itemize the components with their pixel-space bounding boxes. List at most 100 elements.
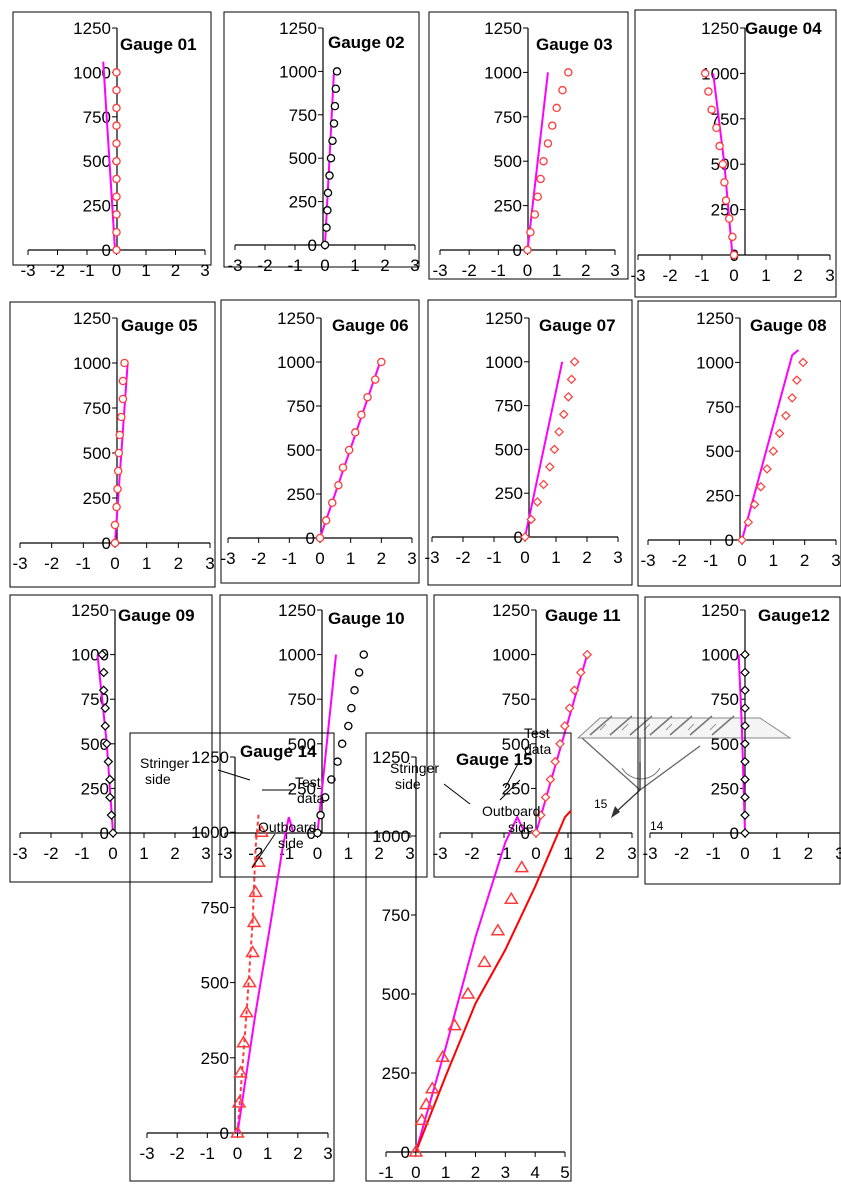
y-tick-label: 1000 [696, 353, 734, 372]
x-tick-label: 2 [595, 844, 604, 863]
data-point [105, 792, 115, 803]
data-point [313, 828, 322, 838]
y-tick-label: 750 [83, 399, 111, 418]
x-tick-label: 2 [804, 844, 813, 863]
data-point [112, 68, 121, 77]
annotation-label: side [278, 835, 304, 851]
y-tick-label: 500 [81, 735, 109, 754]
data-point [550, 756, 561, 767]
data-point [774, 428, 785, 439]
y-tick-label: 1000 [191, 823, 229, 842]
x-tick-label: 3 [200, 261, 209, 280]
x-tick-label: -2 [43, 844, 58, 863]
data-point [377, 357, 386, 367]
x-tick-label: 2 [293, 1144, 302, 1163]
x-tick-label: 2 [471, 1163, 480, 1182]
annotation-label: Stringer [390, 760, 439, 776]
data-point [743, 517, 754, 528]
data-point [582, 649, 593, 660]
data-point [113, 466, 123, 476]
data-point [110, 520, 120, 530]
data-point [737, 535, 747, 545]
data-point [558, 409, 569, 420]
sketch-arc [621, 767, 661, 780]
data-point [100, 703, 111, 713]
data-point [344, 721, 353, 731]
data-point [327, 775, 336, 784]
x-tick-label: -2 [251, 549, 266, 568]
x-tick-label: 1 [141, 261, 150, 280]
data-point [233, 1065, 248, 1078]
data-point [315, 533, 325, 543]
data-point [791, 375, 802, 386]
y-tick-label: 750 [495, 397, 523, 416]
data-point [540, 792, 551, 803]
x-tick-label: 0 [531, 844, 540, 863]
data-point [531, 828, 541, 838]
y-tick-label: 250 [711, 201, 739, 220]
x-tick-label: 2 [581, 261, 590, 280]
data-point [704, 87, 713, 96]
x-tick-label: 1 [139, 844, 148, 863]
x-tick-label: -2 [672, 551, 687, 570]
x-tick-label: 1 [263, 1144, 272, 1163]
x-tick-label: -2 [674, 844, 689, 863]
data-point [347, 703, 356, 713]
data-point [101, 738, 112, 749]
data-point [103, 756, 114, 767]
y-tick-label: 500 [287, 441, 315, 460]
x-tick-label: 2 [171, 261, 180, 280]
data-point [100, 721, 111, 731]
x-tick-label: -2 [170, 1144, 185, 1163]
x-tick-label: -1 [200, 1144, 215, 1163]
data-point [337, 739, 347, 749]
y-tick-label: 1250 [73, 19, 111, 38]
series-line [741, 349, 800, 541]
y-tick-label: 0 [514, 528, 523, 547]
data-point [552, 103, 561, 113]
x-tick-label: -3 [12, 844, 27, 863]
data-point [351, 428, 360, 437]
data-point [718, 159, 728, 169]
x-tick-label: -2 [464, 844, 479, 863]
data-point [326, 153, 336, 163]
y-tick-label: 1000 [485, 353, 523, 372]
sketch-member [581, 737, 701, 791]
x-tick-label: -3 [12, 554, 27, 573]
data-point [564, 68, 573, 77]
chart-title: Gauge 11 [545, 606, 621, 625]
sketch-label-14: 14 [650, 819, 664, 833]
data-point [236, 1035, 251, 1048]
chart-title: Gauge12 [758, 606, 830, 625]
y-tick-label: 250 [81, 779, 109, 798]
annotation-label: Stringer [140, 755, 189, 771]
annotation-leader [499, 779, 521, 801]
data-point [108, 828, 118, 838]
series-line [236, 816, 295, 1134]
x-tick-label: 3 [501, 1163, 510, 1182]
y-tick-label: 0 [220, 1124, 229, 1143]
y-tick-label: 500 [382, 985, 410, 1004]
x-tick-label: 0 [233, 1144, 242, 1163]
data-point [359, 650, 368, 659]
data-point [117, 412, 126, 422]
data-point [740, 721, 750, 731]
panel-frame [9, 301, 216, 588]
data-point [477, 954, 492, 968]
y-tick-label: 1250 [701, 19, 739, 38]
data-point [545, 774, 556, 785]
data-point [729, 250, 739, 260]
x-tick-label: -1 [706, 844, 721, 863]
y-tick-label: 250 [288, 779, 316, 798]
data-point [112, 139, 121, 148]
data-point [564, 703, 575, 713]
data-point [503, 891, 519, 904]
panel-frame [365, 732, 572, 1182]
x-tick-label: 0 [313, 844, 322, 863]
data-point [558, 85, 567, 95]
x-tick-label: 3 [323, 1144, 332, 1163]
y-tick-label: 1000 [372, 827, 410, 846]
y-tick-label: 0 [307, 824, 316, 843]
data-point [728, 232, 737, 242]
x-tick-label: 2 [377, 549, 386, 568]
